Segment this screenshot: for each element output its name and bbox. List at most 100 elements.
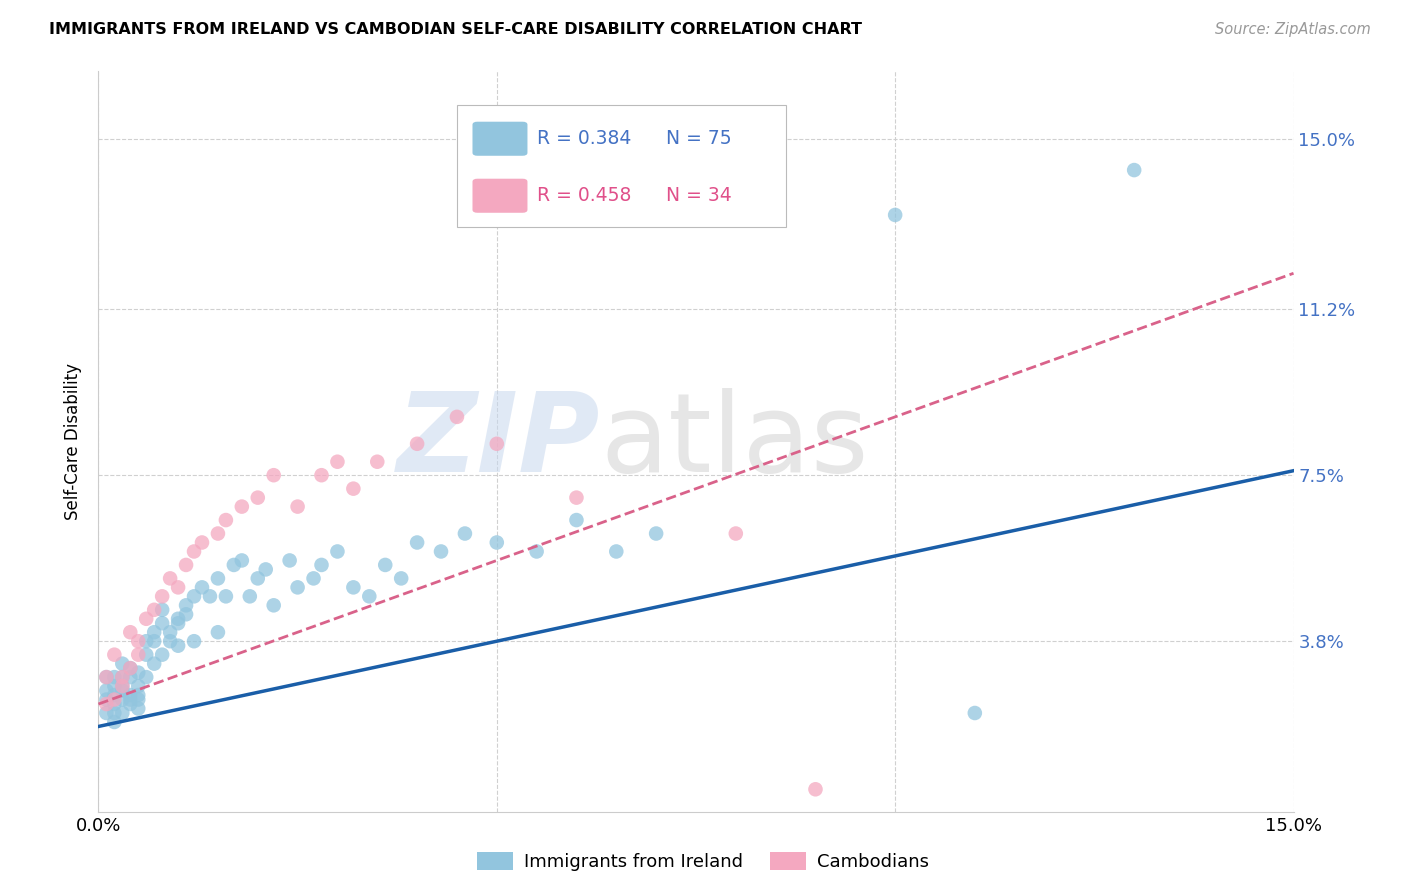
Point <box>454 526 477 541</box>
Point <box>159 634 181 648</box>
Point <box>96 697 118 711</box>
Point <box>565 491 588 505</box>
Point <box>103 688 125 702</box>
Point <box>485 535 508 549</box>
Point <box>167 612 190 626</box>
Point <box>526 544 548 558</box>
Point <box>263 599 285 613</box>
Point <box>103 697 125 711</box>
Point <box>278 553 301 567</box>
Point <box>446 409 468 424</box>
Point <box>183 634 205 648</box>
Point <box>366 455 388 469</box>
Point <box>120 692 142 706</box>
Point <box>215 513 238 527</box>
Point <box>103 714 125 729</box>
Point <box>111 683 134 698</box>
Point <box>127 665 149 680</box>
Point <box>150 648 173 662</box>
Point <box>96 670 118 684</box>
Y-axis label: Self-Care Disability: Self-Care Disability <box>65 363 83 520</box>
Point <box>287 580 309 594</box>
Point <box>406 437 429 451</box>
Legend: Immigrants from Ireland, Cambodians: Immigrants from Ireland, Cambodians <box>470 846 936 879</box>
Point <box>135 612 157 626</box>
Point <box>96 692 118 706</box>
Point <box>143 657 166 671</box>
Point <box>254 562 277 576</box>
Point <box>326 455 349 469</box>
Point <box>111 679 134 693</box>
Point <box>1123 163 1146 178</box>
Point <box>120 688 142 702</box>
Text: N = 75: N = 75 <box>666 129 731 148</box>
Point <box>302 571 325 585</box>
Point <box>111 706 134 720</box>
Point <box>174 607 197 622</box>
Text: N = 34: N = 34 <box>666 186 733 205</box>
Point <box>191 580 214 594</box>
Point <box>159 571 181 585</box>
Point <box>120 661 142 675</box>
Point <box>120 661 142 675</box>
Point <box>605 544 627 558</box>
Point <box>111 657 134 671</box>
Point <box>167 616 190 631</box>
Text: IMMIGRANTS FROM IRELAND VS CAMBODIAN SELF-CARE DISABILITY CORRELATION CHART: IMMIGRANTS FROM IRELAND VS CAMBODIAN SEL… <box>49 22 862 37</box>
Point <box>191 535 214 549</box>
Point <box>174 558 197 572</box>
Point <box>103 670 125 684</box>
Point <box>96 706 118 720</box>
Point <box>311 558 333 572</box>
Point <box>359 590 381 604</box>
Point <box>127 688 149 702</box>
Point <box>111 692 134 706</box>
Point <box>207 625 229 640</box>
Text: R = 0.458: R = 0.458 <box>537 186 631 205</box>
Text: R = 0.384: R = 0.384 <box>537 129 631 148</box>
Point <box>374 558 396 572</box>
Point <box>231 500 253 514</box>
Point <box>246 571 269 585</box>
Point <box>143 634 166 648</box>
Point <box>215 590 238 604</box>
Point <box>120 697 142 711</box>
Point <box>183 590 205 604</box>
Point <box>963 706 986 720</box>
Point <box>127 692 149 706</box>
Point <box>207 571 229 585</box>
Point <box>167 639 190 653</box>
FancyBboxPatch shape <box>457 104 786 227</box>
Text: atlas: atlas <box>600 388 869 495</box>
FancyBboxPatch shape <box>472 178 527 213</box>
Point <box>150 603 173 617</box>
Point <box>103 679 125 693</box>
Point <box>183 544 205 558</box>
Point <box>127 701 149 715</box>
Point <box>311 468 333 483</box>
Point <box>884 208 907 222</box>
Point <box>198 590 221 604</box>
Point <box>96 683 118 698</box>
Point <box>135 634 157 648</box>
Point <box>135 670 157 684</box>
Text: Source: ZipAtlas.com: Source: ZipAtlas.com <box>1215 22 1371 37</box>
Point <box>406 535 429 549</box>
Text: ZIP: ZIP <box>396 388 600 495</box>
Point <box>222 558 245 572</box>
Point <box>103 706 125 720</box>
Point <box>96 670 118 684</box>
Point <box>804 782 827 797</box>
Point <box>120 670 142 684</box>
Point <box>207 526 229 541</box>
Point <box>150 590 173 604</box>
Point <box>111 670 134 684</box>
Point <box>135 648 157 662</box>
Point <box>159 625 181 640</box>
Point <box>246 491 269 505</box>
Point <box>127 679 149 693</box>
Point <box>326 544 349 558</box>
Point <box>430 544 453 558</box>
Point <box>103 692 125 706</box>
Point <box>263 468 285 483</box>
